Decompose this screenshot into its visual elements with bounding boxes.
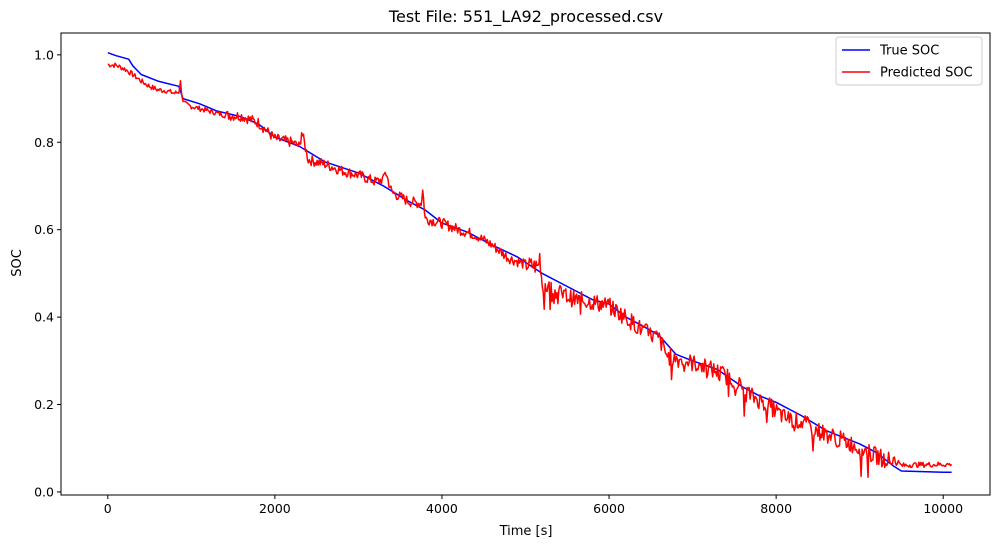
series-line-predicted-soc [107,62,953,478]
legend-label: Predicted SOC [880,66,973,81]
legend-label: True SOC [879,44,939,59]
y-tick-label: 0.8 [34,135,54,150]
x-tick-label: 10000 [923,501,963,516]
legend: True SOC Predicted SOC [835,36,983,86]
y-tick-label: 0.6 [34,222,54,237]
y-tick-label: 1.0 [34,47,54,62]
axes-frame [60,32,991,496]
x-tick-label: 2000 [259,501,291,516]
x-tick-label: 4000 [426,501,458,516]
y-axis-label: SOC [10,249,25,277]
y-tick-label: 0.0 [34,484,54,499]
chart-title: Test File: 551_LA92_processed.csv [388,7,663,27]
y-tick-label: 0.2 [34,397,54,412]
series-layer [107,51,953,478]
x-tick-label: 0 [104,501,112,516]
x-tick-label: 6000 [593,501,625,516]
series-line-true-soc [107,51,952,474]
legend-box [835,36,983,86]
x-tick-label: 8000 [760,501,792,516]
y-tick-label: 0.4 [34,310,54,325]
axes-layer: 0 2000 4000 6000 8000 10000 0.0 0.2 0.4 0.6 0.8 1.0 [34,32,991,516]
x-axis-label: Time [s] [499,524,553,539]
